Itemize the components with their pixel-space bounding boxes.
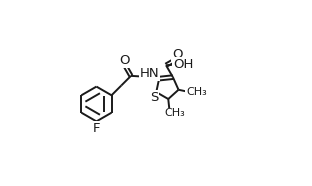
Text: O: O — [172, 48, 183, 61]
Text: O: O — [119, 54, 130, 67]
Text: S: S — [150, 91, 158, 104]
Text: OH: OH — [173, 58, 193, 71]
Text: F: F — [93, 122, 100, 135]
Text: HN: HN — [139, 67, 159, 80]
Text: CH₃: CH₃ — [186, 87, 207, 97]
Text: CH₃: CH₃ — [164, 108, 185, 118]
